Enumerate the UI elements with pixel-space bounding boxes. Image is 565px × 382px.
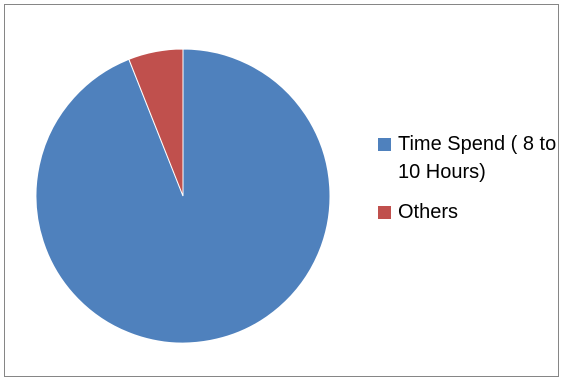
pie-slice-others <box>128 48 184 197</box>
legend-item-time-spend: Time Spend ( 8 to 10 Hours) <box>378 130 558 186</box>
chart-area: Time Spend ( 8 to 10 Hours) Others <box>4 4 559 377</box>
legend-label-others: Others <box>398 201 459 223</box>
legend-item-others: Others <box>378 198 558 226</box>
legend: Time Spend ( 8 to 10 Hours) Others <box>378 130 558 238</box>
legend-label-time-spend: Time Spend ( 8 to 10 Hours) <box>398 133 557 183</box>
pie-chart <box>35 48 331 344</box>
legend-swatch-others <box>378 206 391 219</box>
legend-swatch-time-spend <box>378 138 391 151</box>
